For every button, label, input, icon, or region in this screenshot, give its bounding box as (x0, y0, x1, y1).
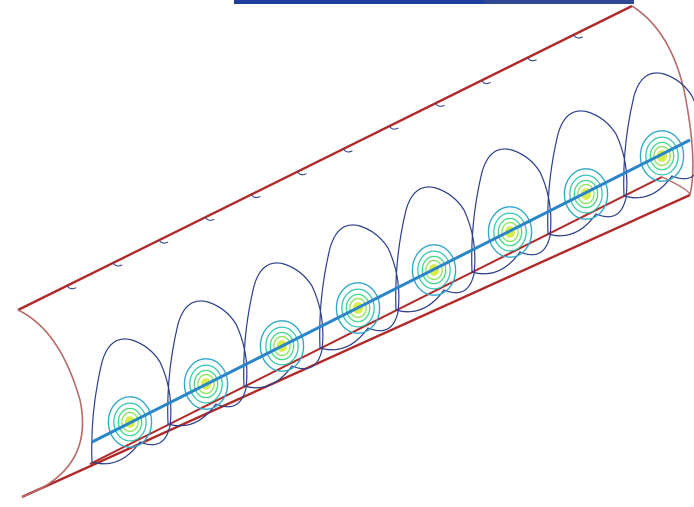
inner-contour (563, 168, 609, 220)
inner-contour (113, 402, 147, 442)
contour-cell (395, 186, 476, 313)
outer-contour (319, 224, 400, 351)
contour-cell (243, 262, 324, 389)
edge-tick (435, 103, 445, 107)
inner-contour (425, 259, 443, 281)
inner-contour (269, 331, 295, 361)
inner-contour (345, 293, 371, 323)
inner-contour (497, 217, 523, 247)
inner-contour (645, 136, 679, 176)
inner-contour (265, 326, 299, 366)
inner-contour (487, 206, 533, 258)
inner-contour (573, 179, 599, 209)
inner-contour (417, 250, 451, 290)
inner-contour (117, 407, 143, 437)
inner-contour (197, 373, 215, 395)
edge-tick (389, 125, 399, 130)
inner-contour (493, 212, 527, 252)
outer-contour (471, 148, 552, 275)
edge-tick (342, 148, 353, 153)
inner-contour (569, 174, 603, 214)
edge-tick (481, 80, 491, 85)
cylinder-bottom-edge (21, 193, 691, 499)
outer-contour (91, 338, 172, 465)
contour-cell (471, 148, 552, 275)
inner-contour (501, 221, 519, 243)
inner-contour (193, 369, 219, 399)
cylinder-top-edge (17, 4, 633, 312)
inner-contour (183, 358, 229, 410)
inner-contour (341, 288, 375, 328)
outer-contour (167, 300, 248, 427)
edge-tick (158, 239, 169, 244)
inner-contour (349, 297, 367, 319)
cylinder-right-corner (661, 176, 691, 196)
inner-contour (121, 411, 139, 433)
inner-contour (259, 320, 305, 372)
inner-contour (653, 145, 671, 167)
inner-contour (107, 396, 153, 448)
cylinder-left-end-arc (17, 309, 84, 498)
edge-tick (112, 262, 123, 267)
contour-cell (91, 338, 172, 465)
cylinder-right-end-arc (631, 5, 694, 196)
inner-contour (649, 141, 675, 171)
edge-tick (527, 57, 537, 62)
inner-contour (639, 130, 685, 182)
inner-contour (421, 255, 447, 285)
contour-cell (167, 300, 248, 427)
edge-tick (296, 171, 307, 176)
edge-tick (573, 34, 583, 39)
inner-contour (577, 183, 595, 205)
outer-contour (547, 110, 628, 237)
outer-contour (623, 72, 694, 199)
edge-tick (204, 217, 215, 221)
axis-line (91, 138, 691, 444)
inner-contour (335, 282, 381, 334)
inner-contour (411, 244, 457, 296)
cylinder-front-seam (89, 176, 663, 465)
outer-contour (395, 186, 476, 313)
inner-contour (273, 335, 291, 357)
outer-contour (243, 262, 324, 389)
contour-cell (547, 110, 628, 237)
edge-tick (250, 194, 261, 199)
inner-contour (189, 364, 223, 404)
window-top-strip (234, 0, 634, 4)
edge-tick (66, 285, 77, 290)
